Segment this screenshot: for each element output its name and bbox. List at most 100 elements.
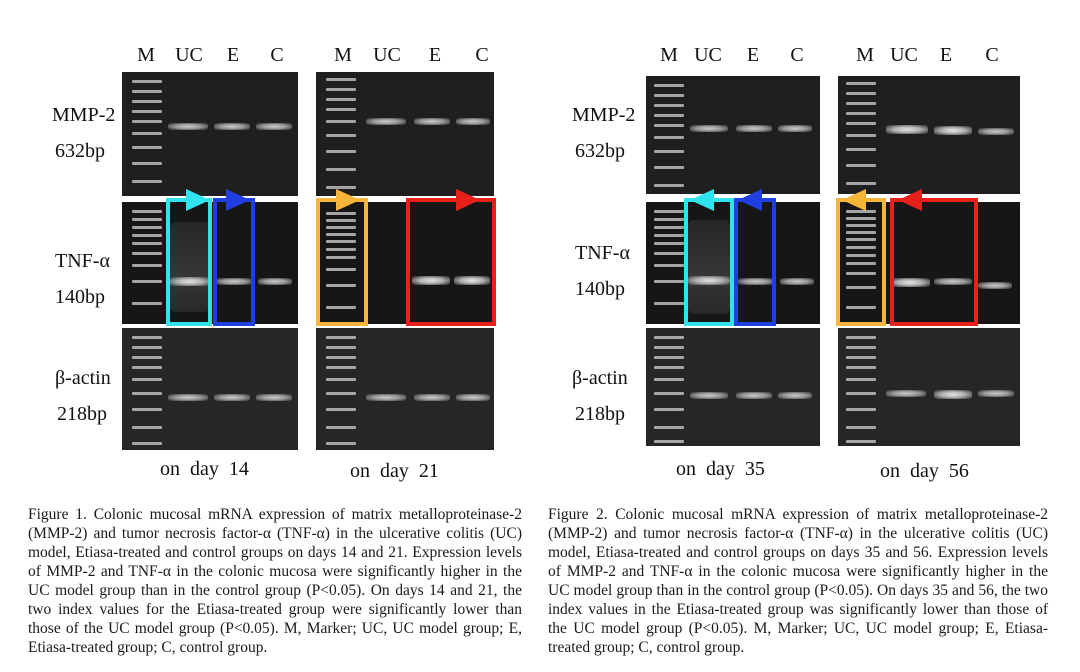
band-c (456, 394, 490, 401)
day-label-35: on day 35 (676, 458, 765, 480)
band-e (414, 394, 450, 401)
figure-1-caption: Figure 1. Colonic mucosal mRNA expressio… (28, 506, 522, 656)
band-c (778, 125, 812, 132)
lane-label-uc: UC (175, 44, 203, 66)
figure-2-caption: Figure 2. Colonic mucosal mRNA expressio… (548, 506, 1048, 656)
day-label-21: on day 21 (350, 460, 439, 482)
highlight-box-red (406, 198, 496, 326)
highlight-box-blue (734, 198, 776, 326)
arrow-orange (864, 198, 886, 202)
band-uc (690, 125, 728, 132)
lane-label-m: M (660, 44, 678, 66)
lane-label-m: M (334, 44, 352, 66)
lane-label-uc: UC (694, 44, 722, 66)
gel-day35-actin (646, 328, 820, 446)
band-uc (366, 394, 406, 401)
day-label-14: on day 14 (160, 458, 249, 480)
row-label-actin: β-actin (572, 367, 628, 389)
band-e (934, 278, 972, 285)
band-e (216, 278, 252, 285)
highlight-box-orange (316, 198, 368, 326)
lane-labels-day21: M UC E C (325, 44, 507, 67)
arrow-head-orange-left-icon (842, 189, 866, 211)
arrow-orange (316, 198, 338, 202)
lane-label-m: M (856, 44, 874, 66)
band-e (738, 278, 774, 285)
arrow-head-red-right-icon (456, 189, 480, 211)
band-uc (168, 394, 208, 401)
gel-day21-actin (316, 328, 494, 450)
lane-labels-day35: M UC E C (654, 44, 820, 67)
lane-labels-day14: M UC E C (128, 44, 302, 67)
row-size-tnf: 140bp (55, 286, 105, 308)
band-c (778, 392, 812, 399)
arrow-head-cyan-right-icon (186, 189, 210, 211)
gel-day21-tnf (316, 202, 494, 324)
lane-label-m: M (137, 44, 155, 66)
band-uc (366, 118, 406, 125)
day-label-56: on day 56 (880, 460, 969, 482)
lane-label-e: E (939, 44, 953, 66)
gel-day21-mmp2 (316, 72, 494, 196)
lane-label-uc: UC (373, 44, 401, 66)
band-e (214, 123, 250, 130)
arrow-red (920, 198, 978, 202)
band-uc (412, 276, 450, 285)
gel-day56-mmp2 (838, 76, 1020, 194)
band-c (258, 278, 292, 285)
band-e (214, 394, 250, 401)
band-e (736, 125, 772, 132)
arrow-head-red-left-icon (898, 189, 922, 211)
row-label-tnf: TNF-α (55, 250, 110, 272)
gel-day14-mmp2 (122, 72, 298, 196)
band-c (978, 128, 1014, 135)
band-c (256, 394, 292, 401)
gel-day35-mmp2 (646, 76, 820, 194)
highlight-box-orange (836, 198, 886, 326)
gel-day56-actin (838, 328, 1020, 446)
band-uc (886, 390, 926, 397)
row-label-tnf: TNF-α (575, 242, 630, 264)
band-uc (886, 125, 928, 134)
lane-label-e: E (746, 44, 760, 66)
gel-day56-tnf (838, 202, 1020, 324)
row-size-mmp2: 632bp (575, 140, 625, 162)
lane-label-c: C (270, 44, 284, 66)
band-uc (688, 276, 730, 285)
band-c (978, 390, 1014, 397)
band-c (256, 123, 292, 130)
gel-day14-actin (122, 328, 298, 450)
band-e (414, 118, 450, 125)
highlight-box-blue (213, 198, 255, 326)
row-size-mmp2: 632bp (55, 140, 105, 162)
lane-labels-day56: M UC E C (850, 44, 1020, 67)
band-uc (168, 123, 208, 130)
arrow-head-cyan-left-icon (690, 189, 714, 211)
band-c (780, 278, 814, 285)
lane-label-c: C (475, 44, 489, 66)
lane-label-c: C (790, 44, 804, 66)
highlight-box-cyan (166, 198, 212, 326)
band-e (934, 390, 972, 399)
lane-label-uc: UC (890, 44, 918, 66)
highlight-box-cyan (684, 198, 734, 326)
band-uc (890, 278, 930, 287)
band-e (736, 392, 772, 399)
band-c (456, 118, 490, 125)
highlight-box-red (890, 198, 978, 326)
arrow-red (406, 198, 456, 202)
arrow-head-orange-right-icon (336, 189, 360, 211)
row-label-mmp2: MMP-2 (52, 104, 116, 126)
row-size-actin: 218bp (57, 403, 107, 425)
row-size-tnf: 140bp (575, 278, 625, 300)
row-label-mmp2: MMP-2 (572, 104, 636, 126)
band-e (454, 276, 490, 285)
row-size-actin: 218bp (575, 403, 625, 425)
arrow-cyan (166, 198, 188, 202)
arrow-head-blue-right-icon (226, 189, 250, 211)
band-uc (690, 392, 728, 399)
row-label-actin: β-actin (55, 367, 111, 389)
arrow-blue (213, 198, 227, 202)
band-uc (170, 277, 210, 286)
band-e (934, 126, 972, 135)
